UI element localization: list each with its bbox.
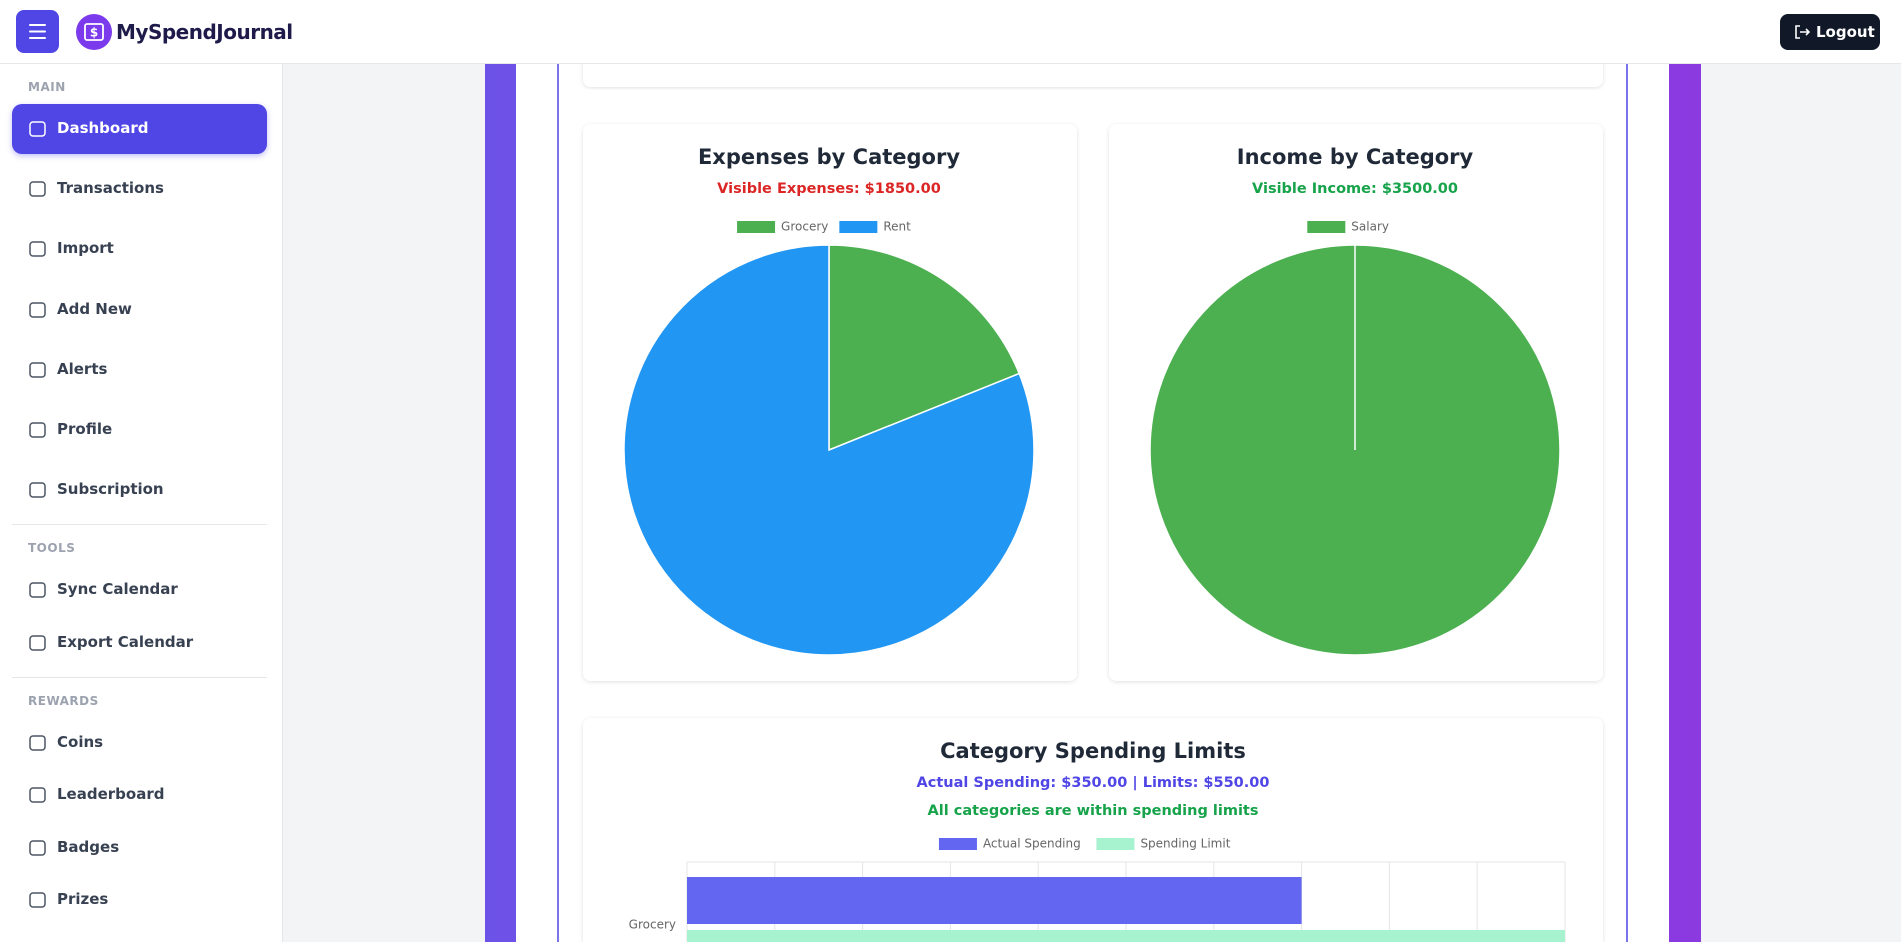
- nav-label: Import: [57, 239, 114, 258]
- bar: [687, 930, 1565, 942]
- nav-icon: [29, 787, 46, 803]
- nav-icon: [29, 422, 46, 438]
- y-tick-label: Grocery: [629, 918, 676, 932]
- chart-subtitle: Visible Income: $3500.00: [1252, 181, 1458, 197]
- nav-label: Add New: [57, 299, 132, 318]
- nav-icon: [29, 839, 46, 856]
- nav-label: Leaderboard: [57, 785, 165, 804]
- nav-icon: [29, 121, 46, 137]
- legend-label: Spending Limit: [1140, 837, 1230, 851]
- nav-label: Profile: [57, 420, 113, 438]
- logout-label: Logout: [1816, 23, 1875, 41]
- bars: [687, 877, 1565, 942]
- legend-label: Grocery: [781, 220, 828, 234]
- logout-icon: [1795, 25, 1810, 39]
- chart-subtitle: Actual Spending: $350.00 | Limits: $550.…: [917, 775, 1270, 791]
- header: $ MySpendJournal Logout: [0, 0, 1901, 64]
- menu-button[interactable]: [16, 10, 59, 53]
- legend-label: Actual Spending: [983, 837, 1081, 851]
- content-border: [557, 64, 1628, 942]
- summary-card: [583, 64, 1603, 87]
- section-label: MAIN: [28, 80, 66, 94]
- svg-text:$: $: [90, 26, 98, 40]
- logo: $: [76, 14, 112, 50]
- chart-note: All categories are within spending limit…: [928, 803, 1259, 819]
- nav-icon: [29, 734, 46, 751]
- logout-button[interactable]: Logout: [1780, 14, 1880, 50]
- nav-item[interactable]: Transactions: [12, 164, 267, 214]
- nav-item[interactable]: Dashboard: [12, 104, 267, 154]
- nav-icon: [29, 241, 46, 258]
- nav-label: Coins: [57, 732, 104, 751]
- nav-icon: [29, 582, 46, 598]
- section-label: TOOLS: [28, 541, 76, 556]
- nav-label: Sync Calendar: [57, 580, 178, 599]
- pie-slice: [828, 244, 1021, 452]
- nav-icon: [29, 482, 46, 498]
- nav-label: Badges: [57, 837, 120, 856]
- divider: [12, 676, 267, 678]
- nav-label: Subscription: [57, 480, 164, 499]
- nav-label: Prizes: [57, 890, 109, 909]
- nav-item[interactable]: Export Calendar: [12, 618, 267, 668]
- divider: [12, 524, 267, 526]
- legend-label: Rent: [883, 220, 911, 234]
- nav-label: Export Calendar: [57, 632, 194, 651]
- nav-label: Transactions: [57, 179, 164, 198]
- nav-item[interactable]: Profile: [12, 405, 267, 455]
- legend-label: Salary: [1351, 220, 1389, 234]
- nav-item[interactable]: Add New: [12, 285, 267, 335]
- nav-label: Alerts: [57, 359, 108, 378]
- chart-title: Income by Category: [1237, 145, 1474, 169]
- legend-swatch: [938, 838, 977, 850]
- nav-item[interactable]: Subscription: [12, 465, 267, 515]
- section-label: REWARDS: [28, 693, 99, 708]
- nav-icon: [29, 892, 46, 908]
- chart-title: Category Spending Limits: [940, 739, 1246, 763]
- menu-icon: [29, 24, 46, 39]
- nav-item[interactable]: Badges: [12, 823, 267, 873]
- pie-slice: [623, 244, 1035, 656]
- nav-item[interactable]: Alerts: [12, 345, 267, 395]
- legend-swatch: [839, 221, 878, 233]
- main-area: Expenses by Category Visible Expenses: $1…: [485, 64, 1701, 942]
- nav-label: Dashboard: [57, 119, 149, 137]
- brand: MySpendJournal: [116, 20, 293, 44]
- sidebar: MAIN Dashboard Transactions Import Add New Al…: [0, 64, 283, 942]
- nav-icon: [29, 181, 46, 197]
- nav-icon: [29, 301, 46, 318]
- chart-subtitle: Visible Expenses: $1850.00: [717, 181, 941, 197]
- nav-item[interactable]: Leaderboard: [12, 770, 267, 820]
- legend-swatch: [1096, 838, 1135, 850]
- nav-item[interactable]: Coins: [12, 718, 267, 768]
- nav-icon: [29, 634, 46, 651]
- nav-item[interactable]: Prizes: [12, 875, 267, 925]
- nav-icon: [29, 362, 46, 378]
- chart-title: Expenses by Category: [698, 145, 960, 169]
- legend-swatch: [1307, 221, 1346, 233]
- bar: [687, 877, 1302, 924]
- legend-swatch: [737, 221, 776, 233]
- nav-item[interactable]: Import: [12, 224, 267, 274]
- nav-item[interactable]: Sync Calendar: [12, 565, 267, 615]
